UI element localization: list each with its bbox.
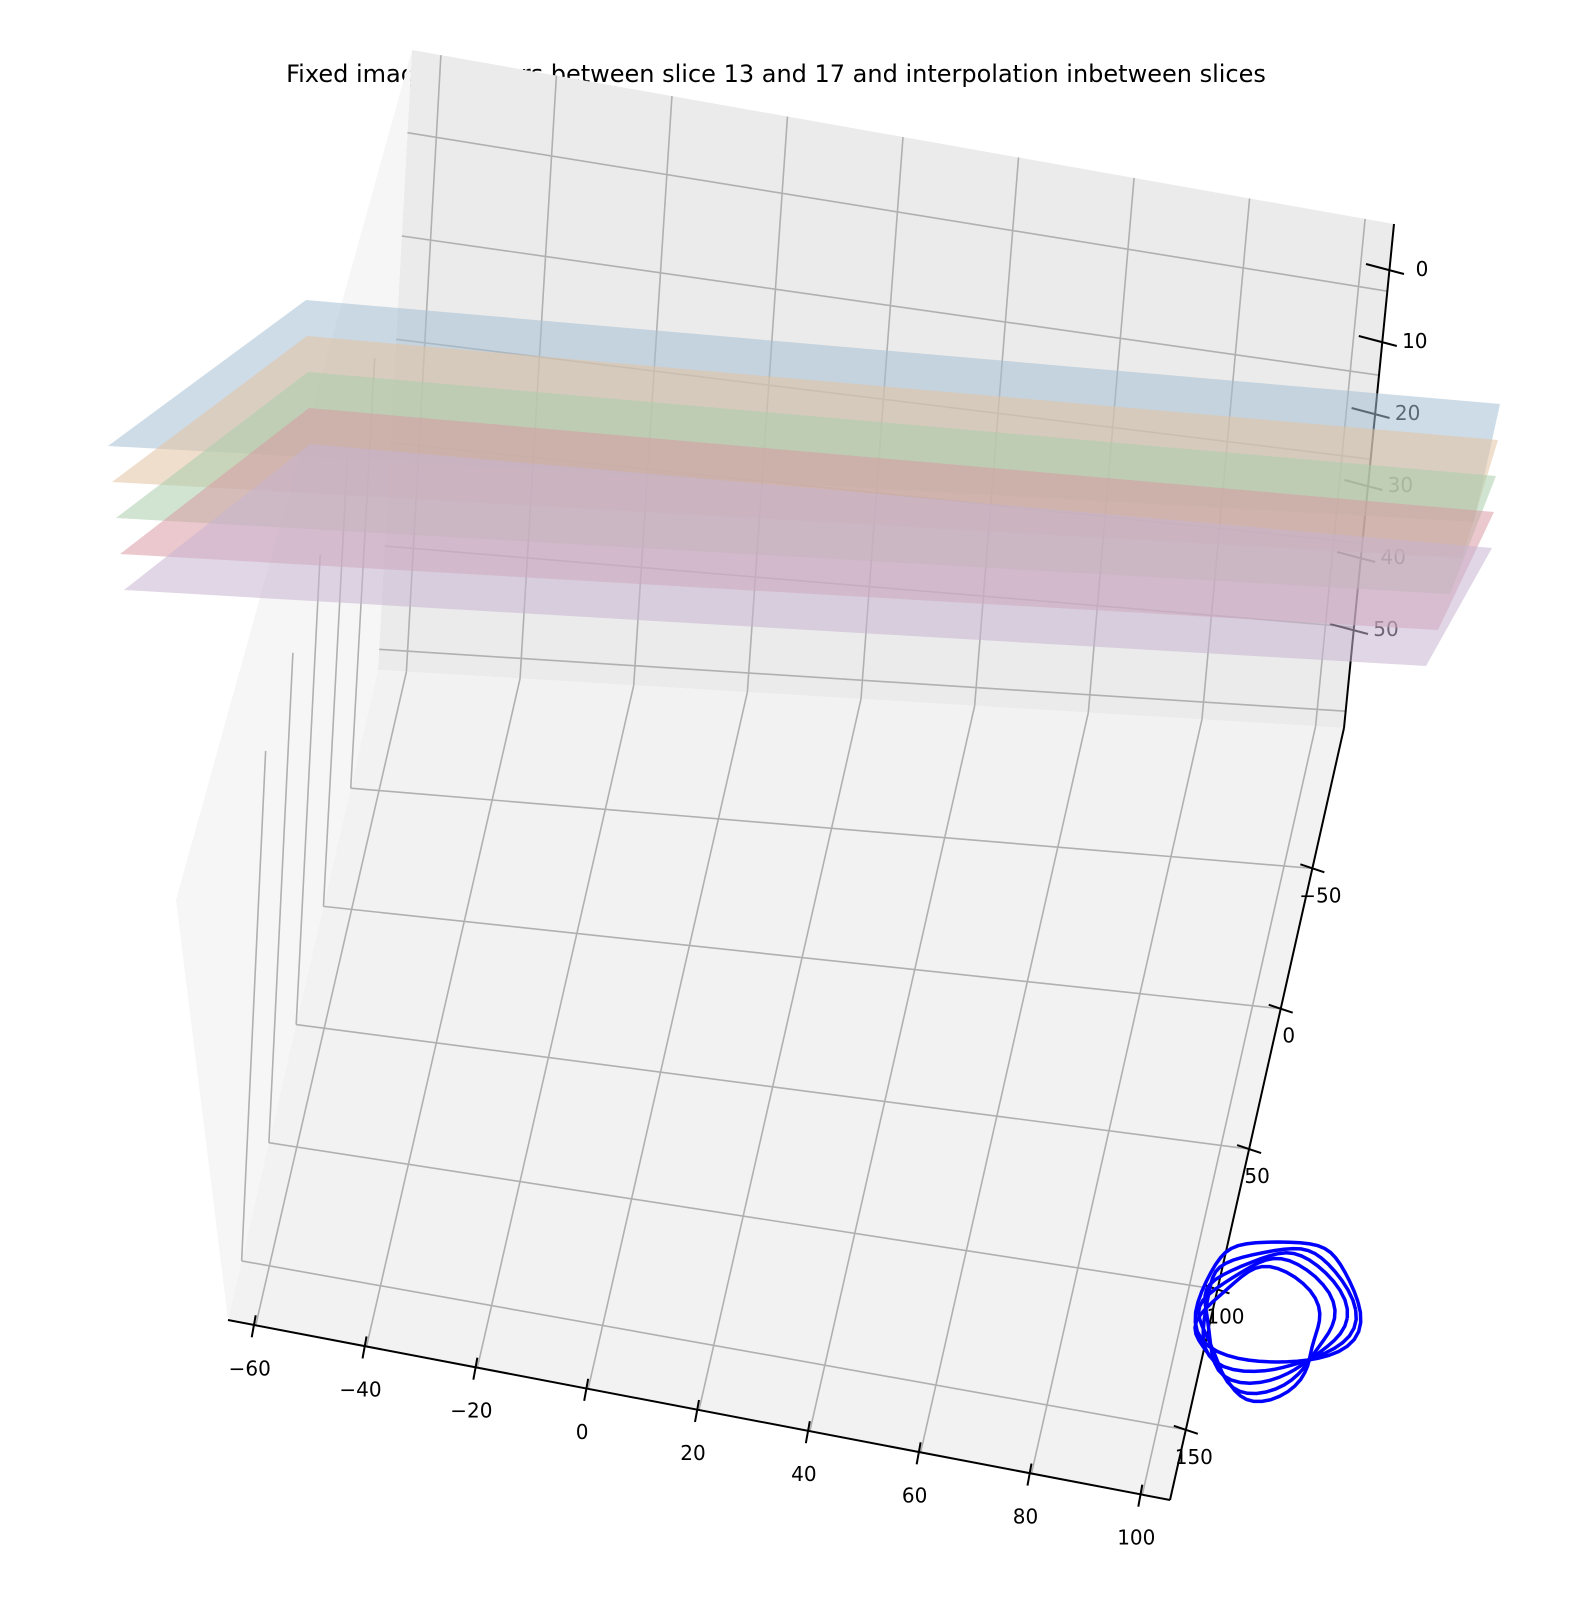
grid-line-z-4: [401, 235, 1380, 376]
x-tick-label-7: 80: [1013, 1505, 1038, 1529]
x-axis-line: [227, 1319, 1171, 1501]
floor-pane: [228, 670, 1344, 1500]
y-tick-4: [1173, 1424, 1199, 1435]
grid-line-z-5: [407, 131, 1388, 292]
x-tick-4: [694, 1399, 700, 1423]
contour-3: [1196, 1256, 1337, 1396]
grid-line-x-3: [587, 691, 749, 1390]
y-tick-1: [1268, 1003, 1294, 1014]
grid-line-y-2: [296, 1023, 1250, 1150]
y-tick-0: [1300, 863, 1325, 874]
x-tick-1: [361, 1336, 368, 1359]
contour-4: [1193, 1264, 1322, 1404]
grid-line-y-4: [241, 1260, 1186, 1431]
grid-line-x-6: [919, 712, 1090, 1453]
grid-line-x-2: [476, 685, 635, 1368]
grid-line-x-8: [1141, 726, 1317, 1495]
grid-line-left-y-2: [295, 554, 321, 1025]
y-tick-label-1: 0: [1282, 1024, 1295, 1048]
x-tick-label-1: −40: [339, 1377, 381, 1401]
grid-line-x-4: [698, 698, 862, 1411]
grid-line-z-0: [379, 648, 1346, 712]
grid-line-x-7: [1030, 719, 1203, 1474]
x-tick-7: [1026, 1463, 1033, 1486]
contour-lines: [1193, 1240, 1363, 1404]
y-tick-label-3: 100: [1206, 1304, 1244, 1328]
contour-2: [1203, 1251, 1350, 1385]
x-tick-label-4: 20: [680, 1441, 705, 1465]
grid-line-left-y-3: [268, 652, 294, 1143]
x-tick-label-8: 100: [1117, 1526, 1155, 1550]
grid-line-y-3: [268, 1141, 1218, 1291]
x-tick-5: [804, 1420, 811, 1444]
x-tick-2: [472, 1357, 479, 1380]
y-tick-label-2: 50: [1244, 1164, 1269, 1188]
contour-0: [1193, 1240, 1363, 1364]
grid-line-left-y-4: [240, 750, 267, 1261]
z-tick-label-0: 0: [1416, 257, 1429, 281]
x-tick-8: [1137, 1484, 1144, 1507]
grid-line-x-5: [809, 705, 976, 1432]
x-tick-label-0: −60: [229, 1356, 271, 1380]
y-tick-label-0: −50: [1299, 883, 1341, 907]
grid-line-x-1: [365, 678, 521, 1347]
tick-labels: −60−40−20020406080100−500501001500102030…: [229, 257, 1429, 1550]
x-tick-6: [915, 1442, 922, 1465]
grid-line-x-0: [254, 671, 408, 1326]
z-tick-0: [1365, 263, 1405, 275]
x-tick-label-5: 40: [791, 1462, 816, 1486]
y-tick-2: [1236, 1144, 1262, 1155]
y-tick-label-4: 150: [1175, 1445, 1213, 1469]
slice-plane-4: [124, 444, 1492, 666]
grid-line-y-1: [323, 905, 1281, 1010]
x-tick-label-3: 0: [576, 1420, 589, 1444]
y-axis-line: [1169, 727, 1345, 1501]
x-tick-0: [250, 1315, 257, 1338]
z-tick-1: [1358, 335, 1398, 347]
x-tick-3: [583, 1378, 590, 1402]
x-tick-label-6: 60: [902, 1483, 927, 1507]
grid-line-y-0: [350, 787, 1313, 870]
z-tick-label-1: 10: [1402, 329, 1427, 353]
slice-planes: [108, 300, 1500, 666]
x-tick-label-2: −20: [450, 1399, 492, 1423]
